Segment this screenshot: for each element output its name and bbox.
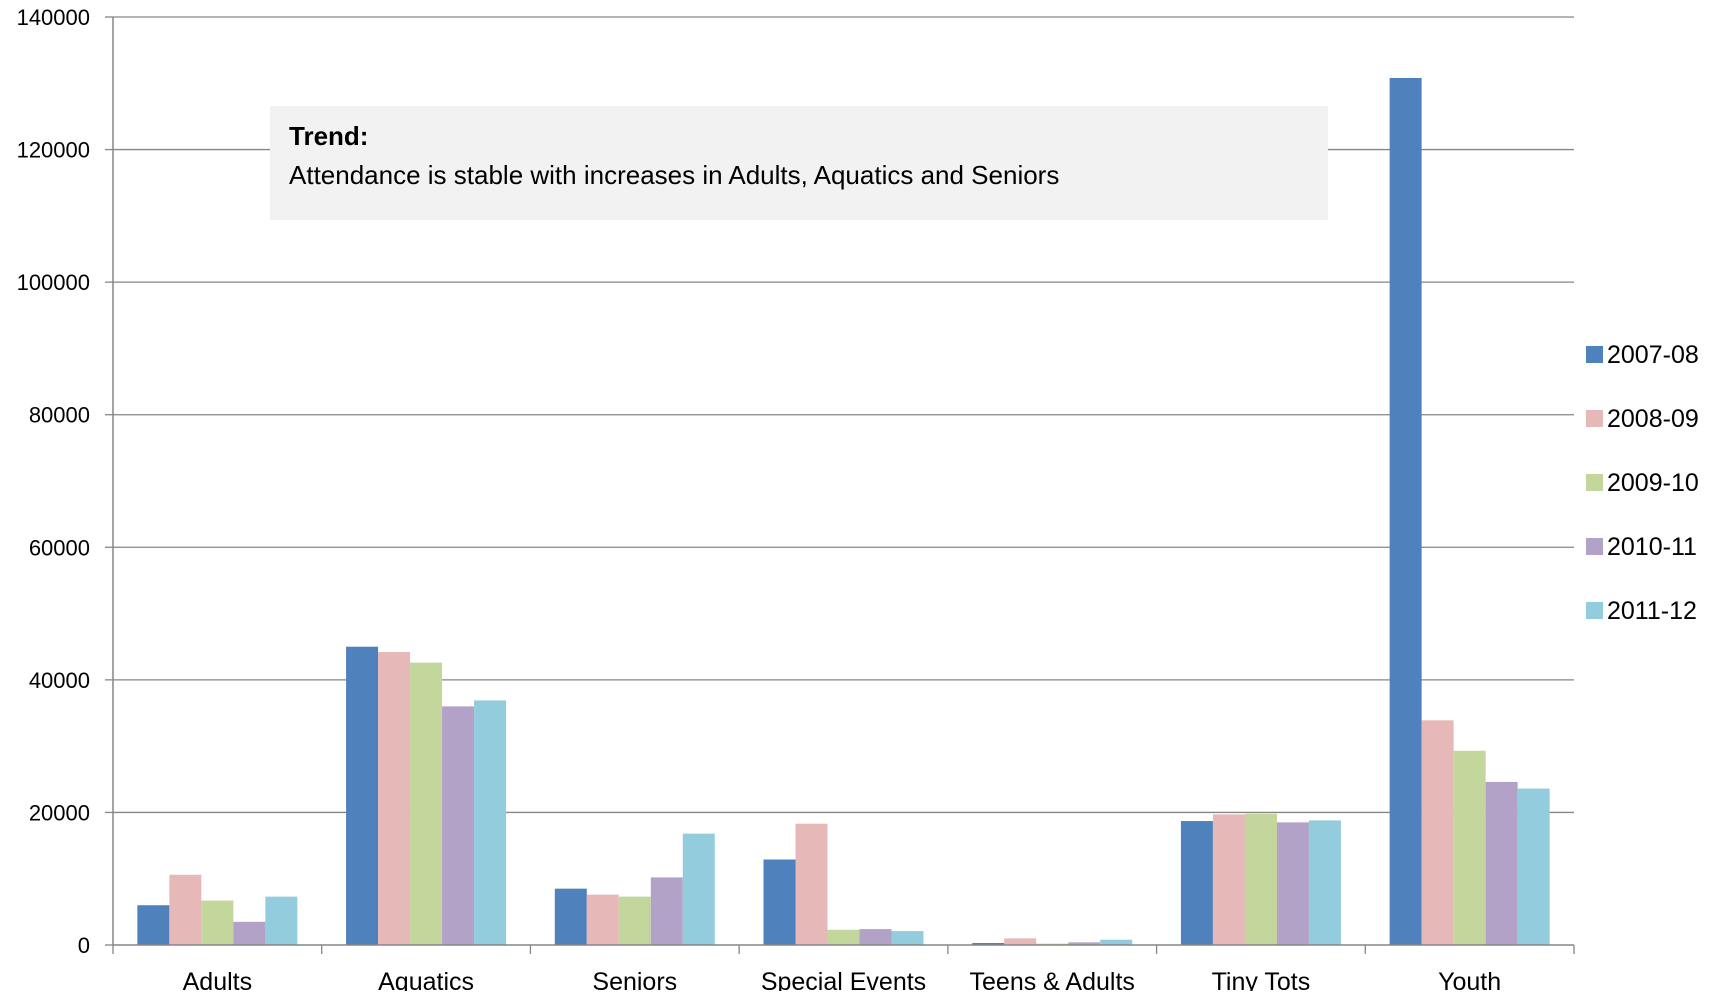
- y-tick-label: 0: [78, 933, 90, 958]
- bar-2009-10-youth: [1453, 750, 1486, 945]
- bar-2009-10-tiny-tots: [1244, 813, 1277, 945]
- bar-2008-09-youth: [1421, 720, 1454, 945]
- bar-2008-09-aquatics: [378, 652, 411, 945]
- bar-2007-08-seniors: [554, 888, 587, 945]
- legend-label: 2007-08: [1607, 341, 1699, 369]
- bar-2008-09-tiny-tots: [1212, 814, 1245, 945]
- legend-swatch: [1586, 474, 1603, 491]
- y-tick-label: 100000: [17, 270, 90, 295]
- y-tick-label: 80000: [29, 403, 90, 428]
- bar-2010-11-teens-adults: [1068, 942, 1101, 945]
- annotation-text: Attendance is stable with increases in A…: [289, 160, 1059, 190]
- x-category-label: Aquatics: [378, 968, 474, 991]
- x-category-label: Seniors: [592, 968, 677, 991]
- bar-2008-09-special-events: [795, 823, 828, 945]
- bars: [137, 77, 1550, 946]
- legend-swatch: [1586, 346, 1603, 363]
- y-tick-label: 140000: [17, 5, 90, 30]
- legend-swatch: [1586, 602, 1603, 619]
- trend-annotation: Trend: Attendance is stable with increas…: [270, 106, 1328, 220]
- legend-label: 2009-10: [1607, 469, 1699, 497]
- bar-2010-11-tiny-tots: [1276, 822, 1309, 945]
- bar-2008-09-adults: [169, 874, 202, 945]
- bar-2011-12-youth: [1517, 788, 1550, 945]
- x-category-label: Youth: [1438, 968, 1501, 991]
- legend-label: 2008-09: [1607, 405, 1699, 433]
- bar-2007-08-special-events: [763, 859, 796, 945]
- bar-2008-09-seniors: [586, 894, 619, 945]
- y-axis: 0 20000 40000 60000 80000 100000 120000 140000: [17, 5, 114, 958]
- bar-2008-09-teens-adults: [1004, 938, 1037, 945]
- bar-2011-12-special-events: [891, 931, 924, 945]
- x-category-label: Teens & Adults: [970, 968, 1135, 991]
- x-category-label: Tiny Tots: [1212, 968, 1311, 991]
- y-tick-label: 20000: [29, 800, 90, 825]
- x-category-label: Special Events: [761, 968, 926, 991]
- bar-2010-11-youth: [1485, 781, 1518, 945]
- y-tick-label: 60000: [29, 535, 90, 560]
- bar-2010-11-special-events: [859, 929, 892, 945]
- bar-2011-12-teens-adults: [1100, 939, 1133, 945]
- bar-2011-12-seniors: [682, 833, 715, 945]
- bar-2010-11-adults: [233, 921, 266, 945]
- legend-label: 2010-11: [1607, 533, 1697, 561]
- x-axis: Adults Aquatics Seniors Special Events Teens…: [112, 944, 1575, 996]
- legend: 2007-08 2008-09 2009-10 2010-11 2011-12: [1586, 341, 1699, 625]
- bar-2009-10-special-events: [827, 929, 860, 945]
- bar-2010-11-aquatics: [442, 706, 475, 945]
- x-category-label: Adults: [183, 968, 252, 991]
- legend-swatch: [1586, 410, 1603, 427]
- bar-2009-10-adults: [201, 900, 234, 945]
- bar-2007-08-tiny-tots: [1180, 821, 1213, 945]
- bar-2011-12-adults: [265, 896, 298, 945]
- bar-2007-08-adults: [137, 905, 170, 945]
- bar-2007-08-aquatics: [346, 646, 379, 945]
- annotation-title: Trend:: [289, 121, 368, 151]
- y-tick-label: 40000: [29, 668, 90, 693]
- legend-swatch: [1586, 538, 1603, 555]
- bar-2011-12-aquatics: [474, 700, 507, 945]
- bar-2009-10-aquatics: [410, 662, 443, 945]
- y-tick-label: 120000: [17, 138, 90, 163]
- bar-2007-08-teens-adults: [972, 943, 1005, 945]
- annotation-background: [270, 106, 1328, 220]
- bar-2011-12-tiny-tots: [1308, 820, 1341, 945]
- bar-2010-11-seniors: [650, 877, 683, 945]
- legend-label: 2011-12: [1607, 597, 1697, 625]
- bar-2007-08-youth: [1389, 77, 1422, 946]
- bar-2009-10-seniors: [618, 896, 651, 945]
